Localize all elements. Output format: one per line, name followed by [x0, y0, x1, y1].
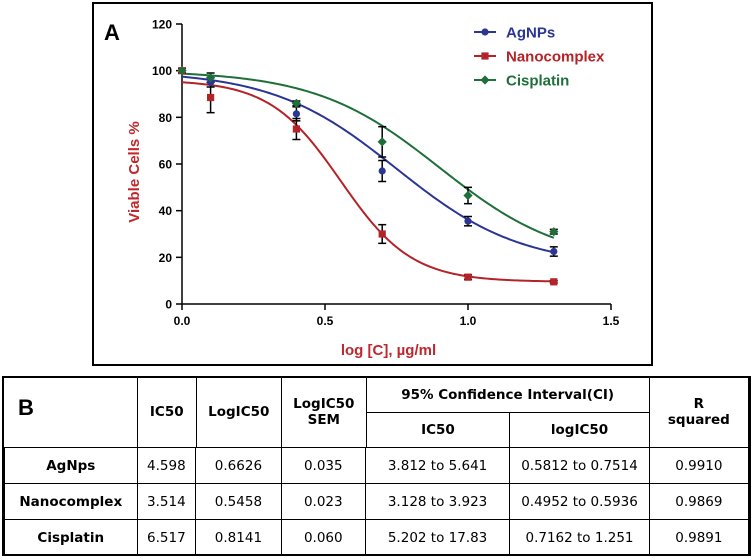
x-axis-title: log [C], µg/ml — [341, 342, 436, 359]
data-point-cisplatin — [549, 227, 559, 237]
row-name: Nanocomplex — [4, 483, 138, 520]
cell-ci-logic50: 0.5812 to 0.7514 — [509, 447, 650, 484]
panel-b: B IC50 LogIC50 LogIC50 SEM 95% Confidenc… — [2, 376, 751, 556]
panel-a: 0 20 40 60 80 100 120 0.0 0.5 1.0 1.5 log [C], µg/m… — [92, 2, 653, 366]
cell-logic50: 0.8141 — [195, 519, 282, 556]
data-point-agnps — [207, 78, 215, 86]
y-tick-label: 80 — [159, 111, 173, 125]
header-sem-line2: SEM — [307, 412, 340, 428]
cell-r2: 0.9869 — [648, 483, 750, 520]
dose-response-chart: 0 20 40 60 80 100 120 0.0 0.5 1.0 1.5 log [C], µg/m… — [126, 18, 620, 360]
y-tick-label: 60 — [159, 158, 173, 172]
y-tick-label: 0 — [165, 298, 172, 312]
header-sem-line1: LogIC50 — [293, 396, 355, 412]
header-r2-line2: squared — [667, 412, 730, 428]
y-tick-label: 120 — [152, 18, 172, 32]
y-tick-label: 40 — [159, 204, 173, 218]
table-row: Cisplatin 6.517 0.8141 0.060 5.202 to 17.83 0… — [4, 519, 750, 556]
cell-sem: 0.023 — [280, 483, 366, 520]
legend-label: AgNPs — [506, 25, 555, 42]
cell-ic50: 4.598 — [136, 447, 197, 484]
x-tick-label: 1.5 — [603, 314, 620, 328]
cell-ic50: 3.514 — [136, 483, 197, 520]
data-point-nanocomplex — [207, 93, 215, 102]
data-point-cisplatin — [377, 137, 387, 147]
x-tick-label: 1.0 — [460, 314, 477, 328]
cell-ci-logic50: 0.7162 to 1.251 — [509, 519, 650, 556]
y-tick-label: 100 — [152, 64, 172, 78]
ic50-results-body: AgNps 4.598 0.6626 0.035 3.812 to 5.641 0.581… — [4, 447, 750, 556]
header-ci-ic50: IC50 — [365, 412, 511, 448]
row-name: Cisplatin — [4, 519, 138, 556]
legend-marker — [481, 28, 489, 36]
data-point-agnps — [292, 110, 300, 118]
data-point-nanocomplex — [292, 125, 300, 133]
panel-b-label: B — [18, 395, 34, 420]
table-row: Nanocomplex 3.514 0.5458 0.023 3.128 to 3.92… — [4, 483, 750, 520]
header-ic50: IC50 — [137, 376, 197, 448]
data-point-cisplatin — [177, 66, 187, 76]
legend-marker — [481, 52, 489, 60]
cell-ci-ic50: 5.202 to 17.83 — [364, 519, 511, 556]
header-r2-line1: R — [693, 396, 705, 412]
cell-r2: 0.9891 — [648, 519, 750, 556]
data-point-agnps — [464, 217, 472, 225]
cell-r2: 0.9910 — [648, 447, 750, 484]
data-point-nanocomplex — [464, 273, 472, 281]
data-point-nanocomplex — [550, 278, 558, 286]
header-r-squared: R squared — [648, 376, 750, 448]
row-name: AgNps — [4, 447, 138, 484]
data-point-agnps — [378, 167, 386, 175]
header-ci-logic50: logIC50 — [509, 412, 650, 448]
legend-label: Nanocomplex — [506, 49, 605, 66]
legend-label: Cisplatin — [506, 73, 569, 90]
data-point-nanocomplex — [378, 230, 386, 238]
x-tick-label: 0.0 — [174, 314, 191, 328]
cell-sem: 0.060 — [280, 519, 366, 556]
cell-logic50: 0.5458 — [195, 483, 282, 520]
x-tick-label: 0.5 — [317, 314, 334, 328]
fit-curve-nanocomplex — [181, 81, 554, 283]
cell-ic50: 6.517 — [136, 519, 197, 556]
header-logic50-sem: LogIC50 SEM — [281, 376, 367, 448]
ic50-results-table: IC50 LogIC50 LogIC50 SEM 95% Confidence … — [137, 376, 750, 448]
cell-ci-ic50: 3.128 to 3.923 — [364, 483, 511, 520]
cell-ci-ic50: 3.812 to 5.641 — [364, 447, 511, 484]
table-row: AgNps 4.598 0.6626 0.035 3.812 to 5.641 0.581… — [4, 447, 750, 484]
cell-logic50: 0.6626 — [195, 447, 282, 484]
header-logic50: LogIC50 — [195, 376, 283, 448]
y-tick-label: 20 — [159, 251, 173, 265]
panel-a-label: A — [104, 20, 120, 45]
fit-curve-agnps — [181, 75, 555, 254]
cell-sem: 0.035 — [280, 447, 366, 484]
data-point-cisplatin — [206, 73, 216, 83]
y-axis-title: Viable Cells % — [126, 121, 143, 222]
header-confidence-interval: 95% Confidence Interval(CI) — [365, 376, 650, 413]
data-point-cisplatin — [463, 190, 473, 201]
legend-marker — [480, 75, 490, 85]
data-point-agnps — [550, 247, 558, 256]
cell-ci-logic50: 0.4952 to 0.5936 — [509, 483, 650, 520]
fit-curve-cisplatin — [181, 72, 555, 239]
